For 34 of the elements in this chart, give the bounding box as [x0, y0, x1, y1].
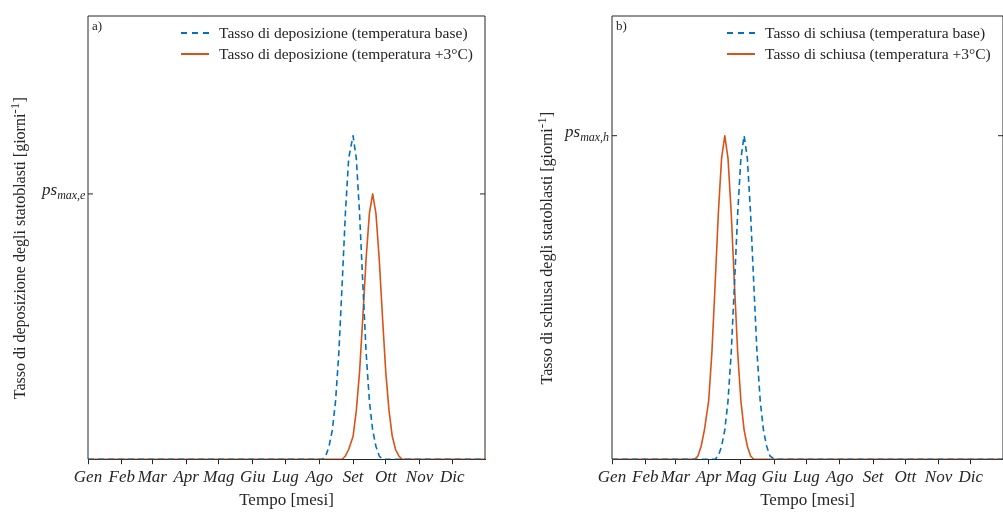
x-tick-label: Feb	[107, 466, 136, 486]
x-tick-label: Ago	[825, 466, 854, 486]
text: a)	[92, 18, 103, 34]
text: ps$_{max,e}$	[42, 179, 86, 204]
x-tick-label: Ott	[374, 466, 398, 486]
x-tick-label: Mag	[724, 466, 757, 486]
x-axis-title: Tempo [mesi]	[239, 490, 334, 510]
x-tick-label: Ott	[894, 466, 918, 486]
x-tick-label: Dic	[957, 466, 984, 486]
x-tick-label: Set	[342, 466, 365, 486]
x-tick-label: Mar	[136, 466, 168, 486]
x-tick-label: Set	[862, 466, 885, 486]
x-tick-label: Lug	[271, 466, 299, 486]
x-tick-label: Mag	[202, 466, 235, 486]
x-tick-label: Nov	[923, 466, 953, 486]
x-tick-label: Giu	[239, 466, 266, 486]
legend-label: Tasso di deposizione (temperatura +3°C)	[219, 44, 474, 64]
legend-label: Tasso di deposizione (temperatura base)	[219, 23, 468, 43]
text: b)	[616, 18, 627, 34]
legend-label: Tasso di schiusa (temperatura base)	[765, 23, 986, 43]
x-tick-label: Apr	[172, 466, 200, 486]
x-tick-label: Gen	[73, 466, 103, 486]
x-tick-label: Giu	[761, 466, 787, 486]
x-tick-label: Lug	[792, 466, 820, 486]
x-tick-label: Dic	[439, 466, 466, 486]
x-tick-label: Ago	[304, 466, 333, 486]
x-tick-label: Apr	[694, 466, 722, 486]
legend-label: Tasso di schiusa (temperatura +3°C)	[765, 44, 991, 64]
x-tick-label: Mar	[659, 466, 691, 486]
x-axis-title: Tempo [mesi]	[760, 490, 855, 510]
x-tick-label: Nov	[404, 466, 434, 486]
x-tick-label: Feb	[631, 466, 659, 486]
text: ps$_{max,h}$	[565, 121, 610, 146]
x-tick-label: Gen	[597, 466, 627, 486]
